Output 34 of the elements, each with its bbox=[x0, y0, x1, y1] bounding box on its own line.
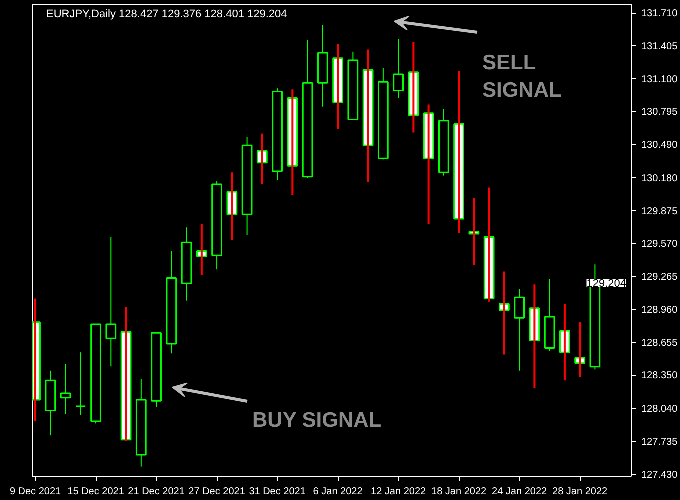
x-tick-label: 27 Dec 2021 bbox=[188, 486, 246, 498]
chart-title: EURJPY,Daily 128.427 129.376 128.401 129.204 bbox=[46, 8, 288, 20]
y-tick-label: 130.180 bbox=[642, 174, 678, 184]
x-tick-label: 18 Jan 2022 bbox=[432, 486, 488, 498]
candlestick bbox=[75, 352, 86, 416]
x-tick-label: 15 Dec 2021 bbox=[68, 486, 125, 498]
y-tick-label: 131.405 bbox=[642, 41, 678, 52]
x-tick-label: 28 Jan 2022 bbox=[552, 486, 608, 498]
y-tick-label: 130.490 bbox=[642, 140, 678, 152]
y-tick-label: 129.265 bbox=[642, 272, 678, 284]
y-tick-label: 128.960 bbox=[642, 304, 678, 316]
candlestick bbox=[393, 38, 404, 99]
x-tick-label: 31 Dec 2021 bbox=[249, 486, 306, 498]
x-tick-label: 21 Dec 2021 bbox=[128, 486, 186, 498]
x-tick-label: 12 Jan 2022 bbox=[371, 486, 427, 498]
y-tick-label: 130.795 bbox=[642, 107, 678, 118]
y-tick-label: 128.655 bbox=[642, 338, 678, 349]
y-tick-label: 128.350 bbox=[642, 370, 678, 382]
y-tick-label: 131.710 bbox=[642, 8, 678, 20]
candlestick bbox=[106, 236, 117, 368]
candlestick bbox=[60, 364, 72, 414]
y-tick-label: 129.875 bbox=[642, 206, 678, 218]
y-tick-label: 128.040 bbox=[642, 404, 678, 416]
y-tick-label: 131.100 bbox=[642, 74, 678, 86]
candlestick bbox=[514, 288, 526, 372]
x-tick-label: 6 Jan 2022 bbox=[313, 486, 364, 498]
annotation: SELL SIGNAL bbox=[482, 52, 562, 102]
y-tick-label: 127.735 bbox=[642, 436, 678, 448]
y-tick-label: 129.570 bbox=[642, 239, 678, 250]
candlestick bbox=[468, 197, 480, 266]
annotation: BUY SIGNAL bbox=[252, 409, 382, 432]
y-tick-label: 127.430 bbox=[642, 470, 678, 481]
x-tick-label: 9 Dec 2021 bbox=[10, 486, 62, 498]
x-tick-label: 24 Jan 2022 bbox=[492, 486, 548, 498]
